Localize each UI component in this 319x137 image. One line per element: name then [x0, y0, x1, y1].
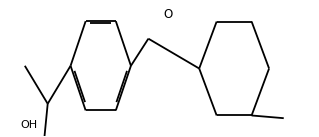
Text: O: O [164, 8, 173, 21]
Text: OH: OH [20, 120, 37, 130]
